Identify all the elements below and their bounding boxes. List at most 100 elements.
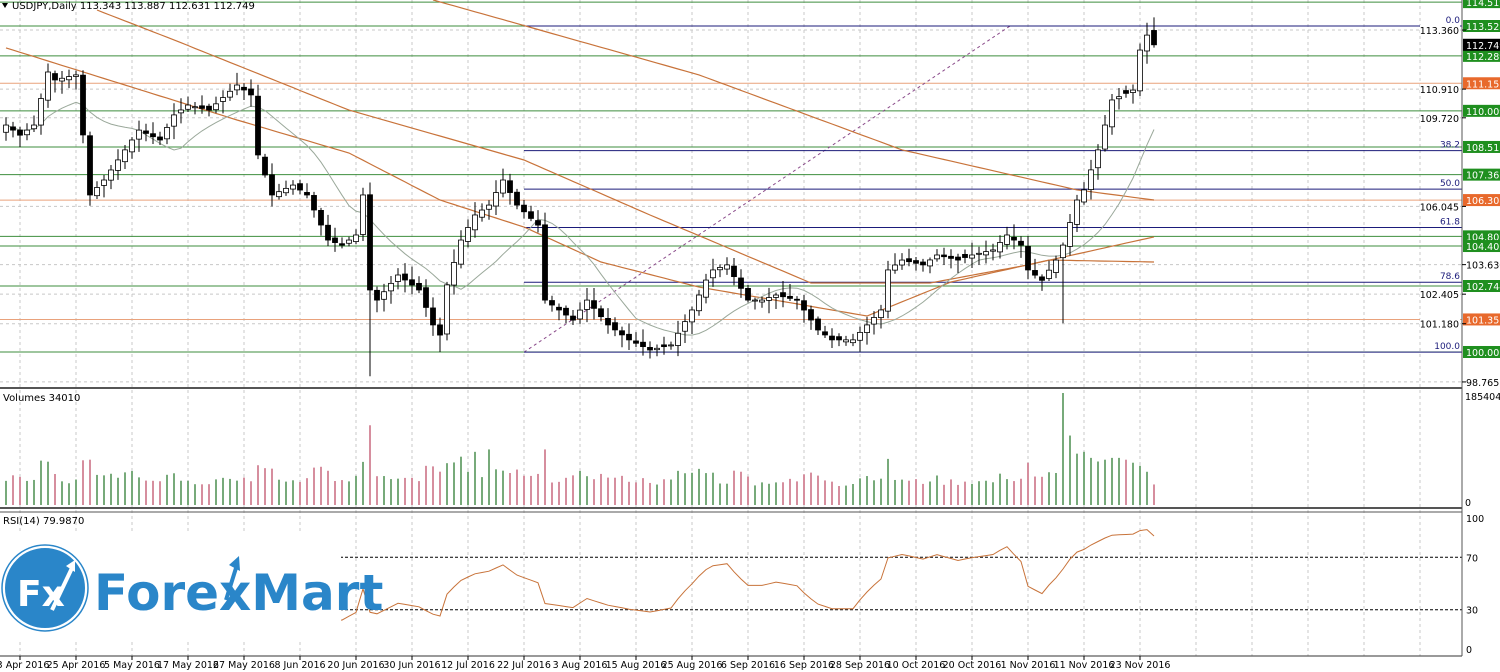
bear-candle <box>556 306 562 311</box>
level-price-label: 110.009 <box>1466 107 1500 118</box>
bear-candle <box>374 289 380 301</box>
bull-candle <box>976 252 982 255</box>
bear-candle <box>815 318 821 331</box>
bear-candle <box>661 344 667 348</box>
bear-candle <box>787 295 793 299</box>
bear-candle <box>745 287 751 301</box>
level-price-tag <box>1463 140 1500 153</box>
price-tick-label: 101.180 <box>1420 320 1459 331</box>
level-price-label: 114.519 <box>1466 0 1500 9</box>
fib-level-label: 100.0 <box>1434 342 1460 352</box>
date-label: 5 May 2016 <box>104 660 160 671</box>
bear-candle <box>311 195 317 211</box>
bull-candle <box>934 254 940 260</box>
bull-candle <box>66 76 72 81</box>
moving-average-line <box>96 9 1155 284</box>
volume-max-label: 185404 <box>1465 392 1500 403</box>
volume-zero-label: 0 <box>1465 498 1471 509</box>
current-price-label: 112.749 <box>1466 41 1500 52</box>
bear-candle <box>647 347 653 351</box>
price-axis: 114.519 113.528 112.289 111.153 110.009 108.5… <box>1420 0 1500 656</box>
bull-candle <box>724 264 730 270</box>
rsi-level-label: 0 <box>1466 645 1472 656</box>
level-price-tag <box>1463 240 1500 253</box>
bear-candle <box>297 183 303 191</box>
bear-candle <box>304 192 310 196</box>
bear-candle <box>563 307 569 316</box>
bull-candle <box>3 124 9 133</box>
date-label: 20 Jun 2016 <box>327 660 384 671</box>
bull-candle <box>584 299 590 310</box>
date-label: 17 May 2016 <box>157 660 219 671</box>
bear-candle <box>640 341 646 348</box>
price-tick-label: 103.630 <box>1466 261 1500 272</box>
level-price-label: 108.511 <box>1466 143 1500 154</box>
fib-level-label: 61.8 <box>1440 218 1460 228</box>
bull-candle <box>759 299 765 303</box>
bull-candle <box>24 129 30 136</box>
bear-candle <box>738 277 744 289</box>
date-label: 8 Jun 2016 <box>274 660 325 671</box>
bull-candle <box>899 259 905 266</box>
fib-level-label: 0.0 <box>1446 16 1461 26</box>
fib-trend-line <box>523 25 1011 353</box>
bull-candle <box>45 71 51 101</box>
bull-candle <box>752 299 758 302</box>
bear-candle <box>339 243 345 246</box>
bear-candle <box>612 322 618 331</box>
bull-candle <box>353 234 359 242</box>
bull-candle <box>108 169 114 181</box>
bull-candle <box>500 179 506 194</box>
bull-candle <box>290 184 296 190</box>
level-price-tag <box>1463 194 1500 207</box>
date-label: 1 Nov 2016 <box>1001 660 1056 671</box>
date-label: 15 Aug 2016 <box>606 660 667 671</box>
bear-candle <box>619 330 625 336</box>
bear-candle <box>1039 276 1045 281</box>
bull-candle <box>1081 189 1087 203</box>
bear-candle <box>948 255 954 259</box>
bull-candle <box>871 317 877 325</box>
bull-candle <box>38 98 44 126</box>
bull-candle <box>388 282 394 292</box>
rsi-level-label: 30 <box>1466 606 1478 617</box>
bull-candle <box>1074 199 1080 225</box>
price-tick-label: 106.045 <box>1420 202 1459 213</box>
bull-candle <box>654 347 660 351</box>
bear-candle <box>913 260 919 264</box>
bull-candle <box>1046 269 1052 279</box>
collapse-triangle-icon[interactable] <box>2 3 8 8</box>
bull-candle <box>185 104 191 110</box>
bull-candle <box>444 284 450 335</box>
price-tick-label: 102.405 <box>1420 290 1459 301</box>
bear-candle <box>10 126 16 131</box>
bull-candle <box>115 159 121 171</box>
date-label: 6 Sep 2016 <box>721 660 775 671</box>
date-label: 23 Nov 2016 <box>1110 660 1171 671</box>
bull-candle <box>1144 34 1150 52</box>
bear-candle <box>955 256 961 261</box>
price-tick-label-bg <box>1420 84 1460 96</box>
bull-candle <box>857 331 863 341</box>
bear-candle <box>836 336 842 341</box>
bull-candle <box>1053 259 1059 273</box>
bear-candle <box>318 210 324 226</box>
bear-candle <box>507 180 513 193</box>
bear-candle <box>514 191 520 206</box>
bull-candle <box>703 279 709 298</box>
sma-line <box>5 101 1155 336</box>
bull-candle <box>227 90 233 98</box>
bear-candle <box>1151 30 1157 46</box>
bull-candle <box>1116 96 1122 100</box>
fibonacci-retracement[interactable]: 0.0 38.2 50.0 61.8 78.6 100.0 <box>523 16 1462 353</box>
bull-candle <box>969 254 975 259</box>
bull-candle <box>675 332 681 346</box>
date-label: 28 Sep 2016 <box>830 660 890 671</box>
bear-candle <box>605 318 611 326</box>
bull-candle <box>878 309 884 319</box>
date-label: 3 Aug 2016 <box>553 660 608 671</box>
current-price-tag <box>1463 38 1500 51</box>
level-price-label: 113.528 <box>1466 22 1500 33</box>
bull-candle <box>1067 222 1073 247</box>
